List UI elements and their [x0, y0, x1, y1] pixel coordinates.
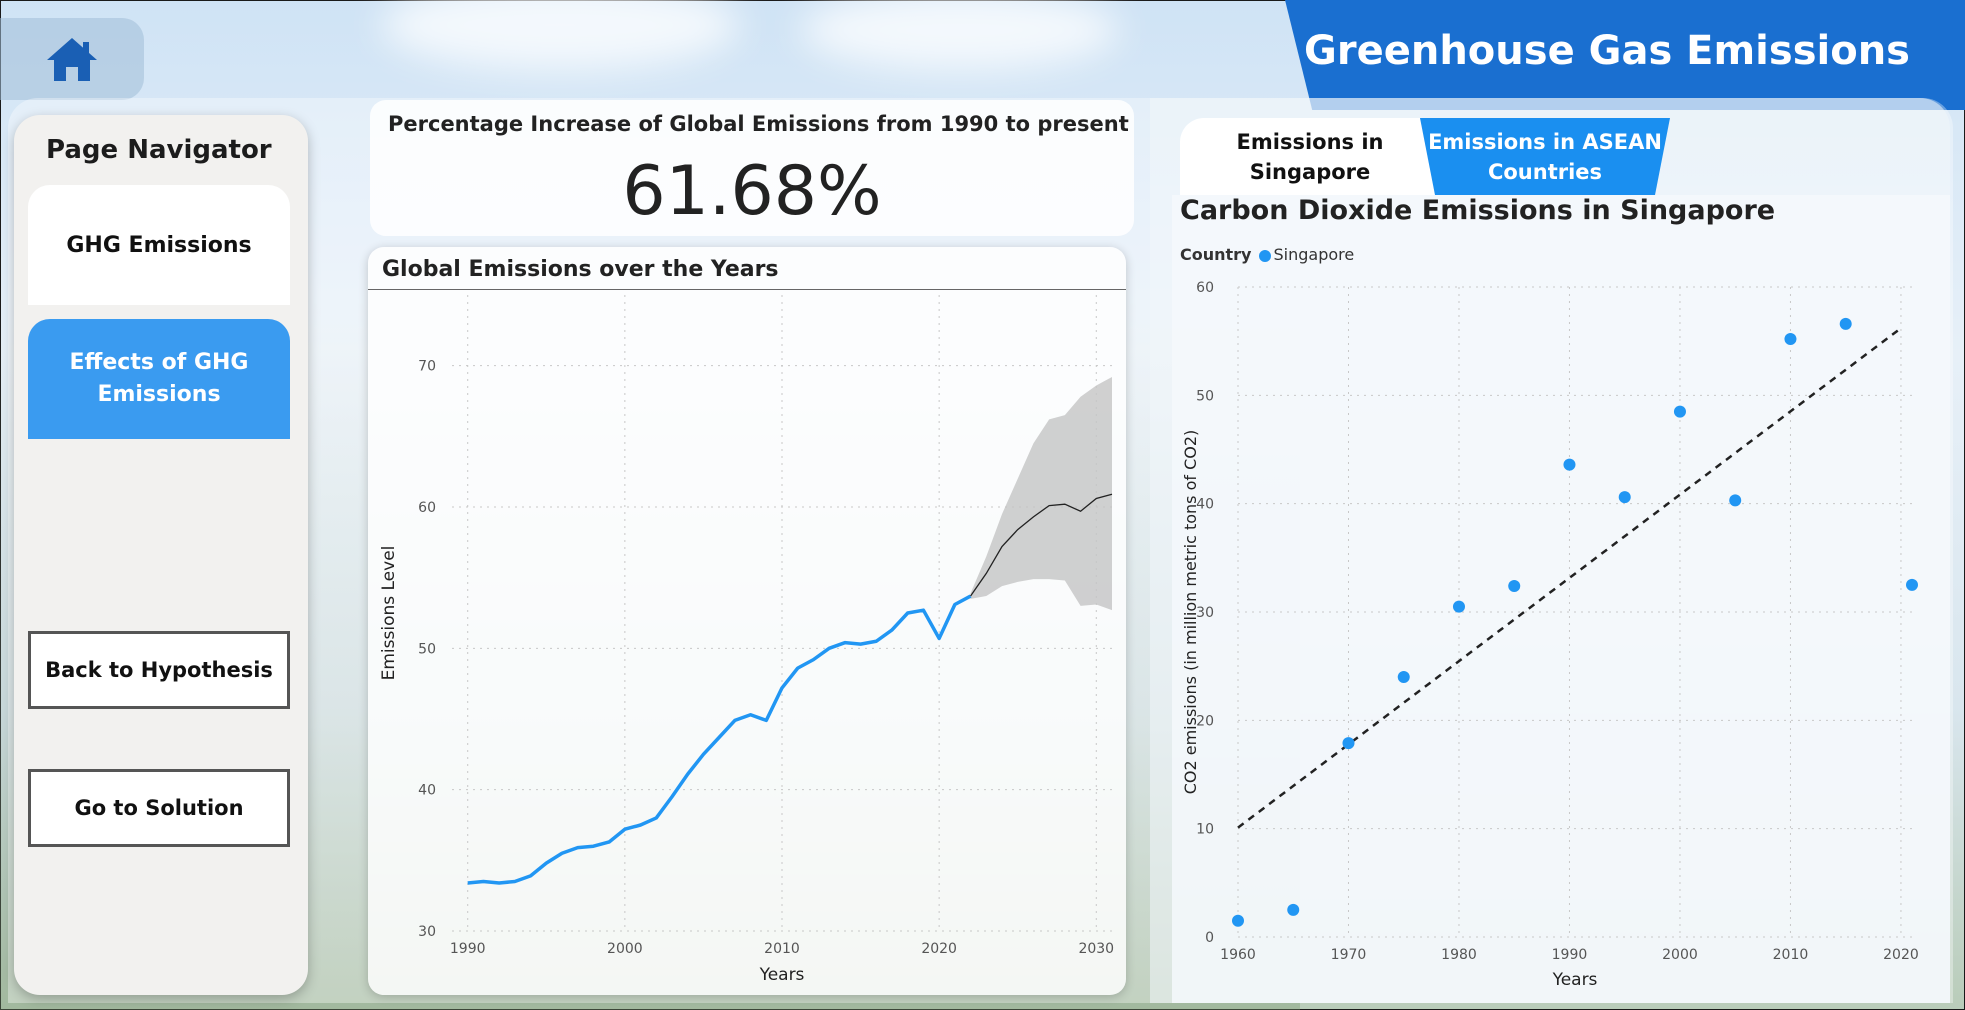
legend-item-singapore[interactable]: Singapore — [1273, 245, 1355, 264]
y-tick-label: 30 — [418, 924, 436, 940]
x-tick-label: 2000 — [607, 941, 643, 957]
tab-emissions-asean[interactable]: Emissions in ASEAN Countries — [1420, 118, 1670, 195]
go-to-solution-button[interactable]: Go to Solution — [28, 769, 290, 847]
x-tick-label: 1960 — [1220, 947, 1256, 963]
y-tick-label: 50 — [418, 641, 436, 657]
title-divider — [368, 289, 1126, 290]
forecast-confidence-band — [970, 376, 1112, 611]
x-axis-title: Years — [759, 965, 805, 985]
data-point — [1397, 671, 1410, 683]
x-tick-label: 2000 — [1662, 947, 1698, 963]
legend-title: Country — [1180, 245, 1252, 264]
x-tick-label: 2010 — [1773, 947, 1809, 963]
y-tick-label: 0 — [1205, 930, 1214, 946]
nav-title: Page Navigator — [46, 135, 272, 165]
x-tick-label: 1990 — [1552, 947, 1588, 963]
kpi-value: 61.68% — [622, 152, 882, 231]
data-point — [1673, 405, 1686, 418]
y-tick-label: 50 — [1196, 388, 1214, 404]
home-icon — [47, 38, 97, 81]
data-point — [1508, 580, 1521, 592]
data-point — [1342, 737, 1355, 750]
x-tick-label: 2030 — [1078, 941, 1114, 957]
emissions-line — [467, 594, 972, 885]
scatter-chart-title: Carbon Dioxide Emissions in Singapore — [1180, 195, 1776, 226]
forecast-line — [970, 493, 1113, 597]
y-tick-label: 10 — [1196, 822, 1214, 838]
page-navigator: Page Navigator GHG Emissions Effects of … — [14, 115, 308, 995]
tab-emissions-singapore[interactable]: Emissions in Singapore — [1180, 118, 1440, 195]
global-emissions-chart[interactable]: 1990 2000 2010 2020 2030 30 40 50 60 70 Years Emiss… — [368, 247, 1126, 995]
global-emissions-card: 1990 2000 2010 2020 2030 30 40 50 60 70 Years Emiss… — [368, 247, 1126, 995]
cloud-decoration — [380, 0, 740, 70]
data-point — [1232, 914, 1244, 927]
data-point — [1452, 600, 1465, 613]
home-button[interactable] — [0, 18, 144, 100]
y-tick-label: 70 — [418, 359, 436, 375]
x-tick-label: 2010 — [764, 941, 800, 957]
x-tick-label: 2020 — [921, 941, 957, 957]
y-axis-title: CO2 emissions (in million metric tons of… — [1181, 430, 1200, 795]
data-point — [1618, 491, 1631, 504]
data-point — [1784, 333, 1797, 345]
y-tick-label: 20 — [1196, 713, 1214, 729]
x-axis-title: Years — [1552, 970, 1598, 990]
singapore-co2-chart[interactable]: 1960 1970 1980 1990 2000 2010 2020 0 10 20 30 40 50 6… — [1172, 195, 1950, 1003]
y-axis-title: Emissions Level — [379, 546, 399, 681]
x-tick-label: 1990 — [450, 941, 486, 957]
legend-marker — [1259, 249, 1272, 262]
y-tick-label: 60 — [418, 500, 436, 516]
trend-line — [1237, 327, 1902, 829]
kpi-card: Percentage Increase of Global Emissions … — [370, 100, 1134, 236]
back-to-hypothesis-button[interactable]: Back to Hypothesis — [28, 631, 290, 709]
nav-item-ghg-emissions[interactable]: GHG Emissions — [28, 185, 290, 305]
data-point — [1287, 903, 1300, 916]
nav-item-effects-of-ghg[interactable]: Effects of GHG Emissions — [28, 319, 290, 439]
data-point — [1729, 494, 1742, 507]
data-point — [1906, 578, 1918, 591]
title-banner — [1285, 0, 1965, 110]
cloud-decoration — [800, 0, 1120, 70]
y-tick-label: 40 — [1196, 497, 1214, 513]
x-tick-label: 1970 — [1331, 947, 1367, 963]
y-tick-label: 60 — [1196, 280, 1214, 296]
page-title: Greenhouse Gas Emissions — [1304, 28, 1910, 74]
data-point — [1839, 317, 1852, 330]
x-tick-label: 1980 — [1441, 947, 1477, 963]
singapore-co2-card: 1960 1970 1980 1990 2000 2010 2020 0 10 20 30 40 50 6… — [1172, 195, 1950, 1003]
x-tick-label: 2020 — [1883, 947, 1919, 963]
data-point — [1563, 458, 1576, 471]
kpi-title: Percentage Increase of Global Emissions … — [388, 112, 1129, 136]
y-tick-label: 30 — [1196, 605, 1214, 621]
chart-legend: Country Singapore — [1180, 245, 1354, 264]
line-chart-title: Global Emissions over the Years — [382, 257, 779, 282]
y-tick-label: 40 — [418, 783, 436, 799]
